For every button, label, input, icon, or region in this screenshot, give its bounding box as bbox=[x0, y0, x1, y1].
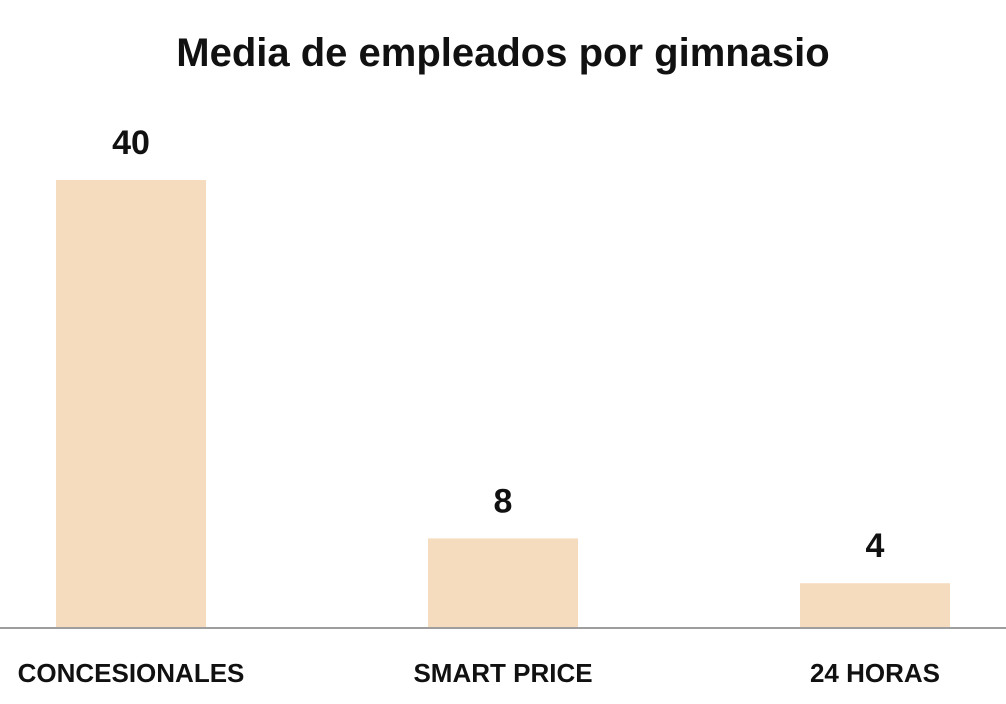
category-labels-group: CONCESIONALES SMART PRICE 24 HORAS bbox=[18, 658, 940, 688]
chart-title: Media de empleados por gimnasio bbox=[176, 31, 829, 75]
category-label-concesionales: CONCESIONALES bbox=[18, 658, 245, 688]
bars-group bbox=[56, 180, 950, 628]
category-label-smart-price: SMART PRICE bbox=[413, 658, 592, 688]
value-label-concesionales: 40 bbox=[112, 124, 150, 162]
value-labels-group: 40 8 4 bbox=[112, 124, 884, 565]
category-label-24-horas: 24 HORAS bbox=[810, 658, 940, 688]
bar-24-horas bbox=[800, 583, 950, 628]
bar-concesionales bbox=[56, 180, 206, 628]
value-label-24-horas: 4 bbox=[866, 527, 885, 565]
value-label-smart-price: 8 bbox=[494, 482, 513, 520]
bar-smart-price bbox=[428, 538, 578, 628]
